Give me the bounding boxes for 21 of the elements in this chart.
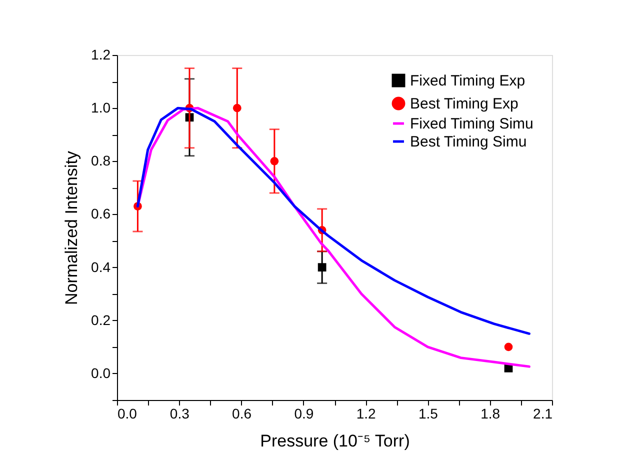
y-tick-label: 0.6 <box>91 206 111 222</box>
y-tick-label: 0.4 <box>91 258 111 275</box>
x-axis-title: Pressure (10⁻⁵ Torr) <box>260 432 410 450</box>
x-tick-label: 2.1 <box>533 406 553 422</box>
y-axis-title: Normalized Intensity <box>62 150 82 306</box>
legend-label: Best Timing Simu <box>410 134 527 150</box>
x-tick-label: 0.3 <box>170 406 190 422</box>
y-tick-label: 1.2 <box>91 46 111 62</box>
x-tick-label: 0.0 <box>118 406 138 422</box>
x-tick-label: 1.5 <box>418 406 438 422</box>
x-tick-label: 0.6 <box>232 406 252 422</box>
x-tick-label: 1.8 <box>480 406 500 422</box>
legend-label: Best Timing Exp <box>410 96 518 112</box>
x-tick-label: 1.2 <box>356 406 376 422</box>
x-tick-label: 0.9 <box>294 406 314 422</box>
y-tick-label: 0.2 <box>91 312 111 328</box>
y-tick-label: 0.0 <box>91 364 111 381</box>
legend-label: Fixed Timing Simu <box>410 116 534 132</box>
legend-label: Fixed Timing Exp <box>410 72 526 90</box>
y-tick-label: 1.0 <box>91 100 111 116</box>
y-tick-label: 0.8 <box>91 152 111 169</box>
